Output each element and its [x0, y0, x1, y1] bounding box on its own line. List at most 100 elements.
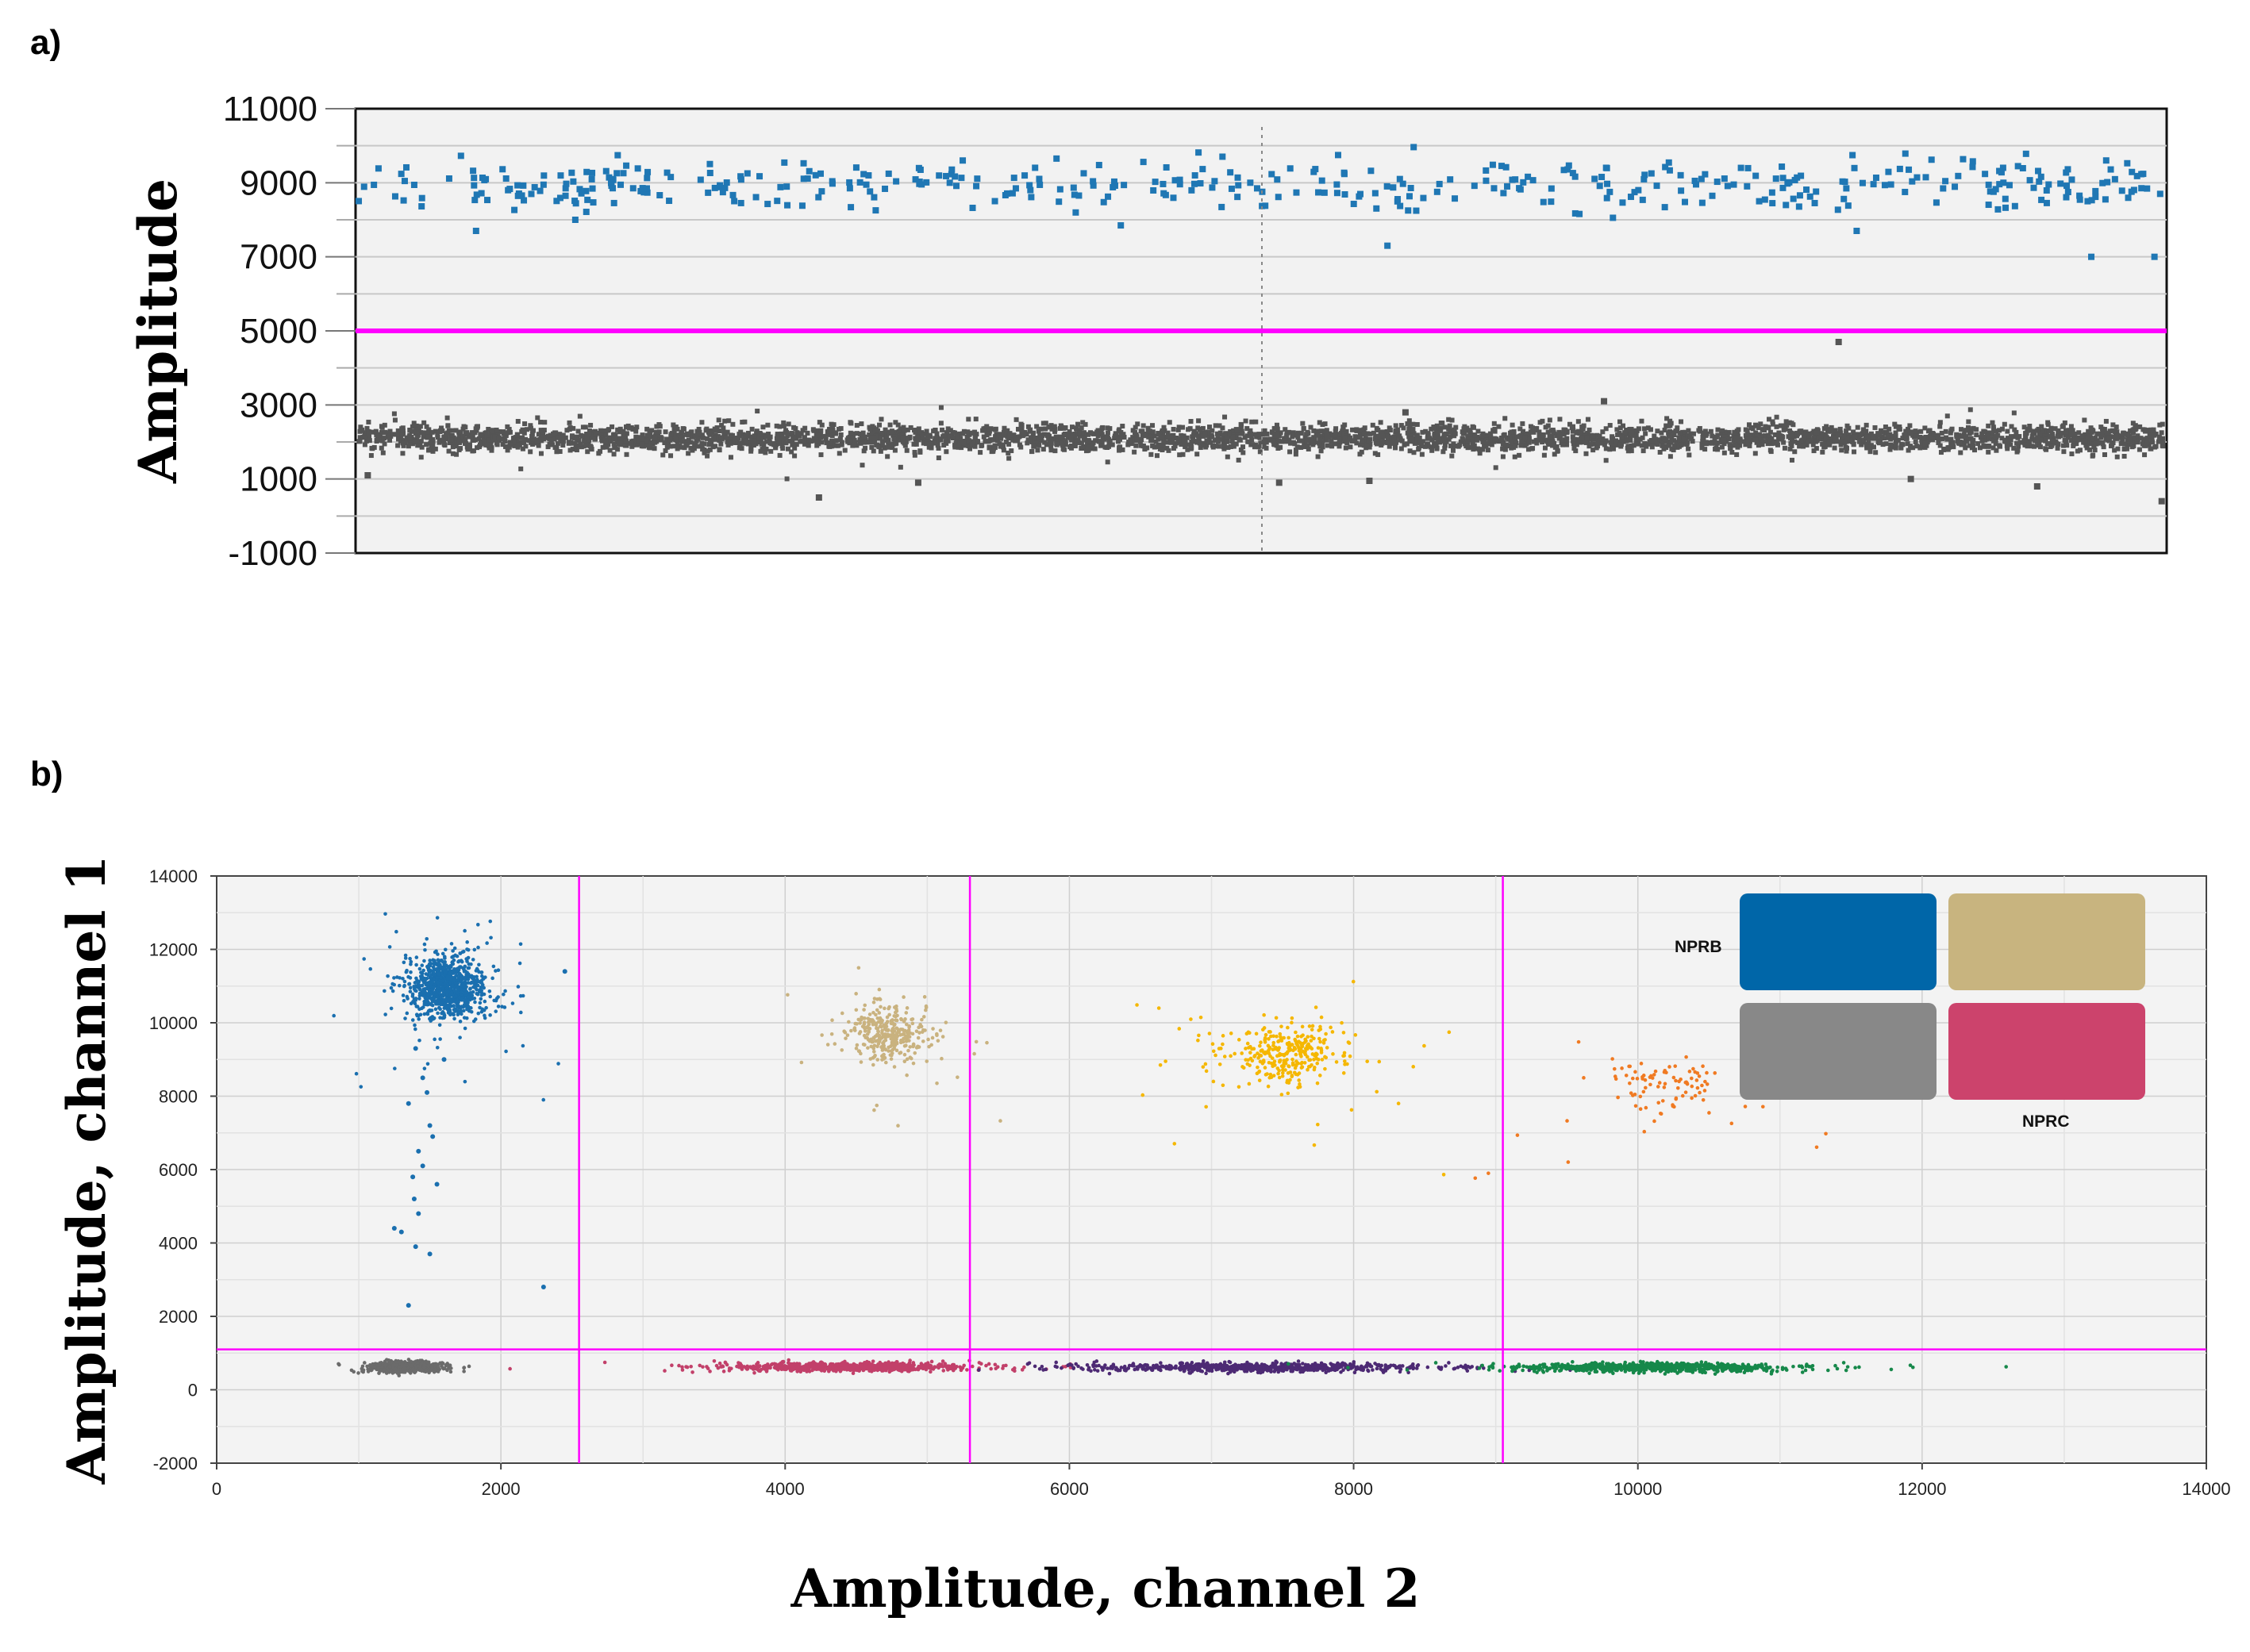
negative-droplet: [1343, 445, 1348, 451]
negative-droplet: [1752, 422, 1758, 428]
negative-droplet: [1117, 448, 1122, 453]
negative-droplet: [1821, 436, 1827, 442]
negative-droplet: [1888, 436, 1894, 442]
negative-droplet: [418, 455, 424, 460]
negative-droplet: [792, 453, 798, 459]
negative-droplet: [1744, 428, 1750, 434]
negative-droplet: [1308, 425, 1313, 430]
negative-droplet: [2102, 431, 2108, 436]
positive-droplet: [607, 179, 614, 186]
negative-droplet: [2125, 442, 2131, 448]
negative-droplet: [1816, 434, 1821, 440]
negative-droplet: [1169, 439, 1175, 444]
positive-droplet: [846, 179, 853, 186]
negative-droplet: [1838, 430, 1844, 436]
negative-droplet: [1262, 428, 1267, 433]
negative-droplet: [827, 444, 833, 449]
negative-droplet: [1736, 427, 1741, 432]
positive-droplet: [958, 175, 965, 182]
negative-droplet: [1665, 439, 1671, 444]
positive-droplet: [562, 192, 569, 199]
negative-droplet: [1140, 432, 1145, 438]
negative-droplet: [1564, 428, 1570, 434]
negative-droplet: [730, 421, 736, 427]
positive-droplet: [1843, 185, 1850, 192]
positive-droplet: [1190, 180, 1198, 187]
positive-droplet: [1896, 165, 1903, 172]
y-tick-label: 11000: [223, 90, 317, 129]
positive-droplet: [1724, 182, 1731, 190]
negative-droplet: [488, 438, 494, 444]
negative-droplet: [949, 432, 955, 438]
negative-droplet: [1893, 424, 1898, 429]
negative-droplet: [1068, 445, 1074, 451]
positive-droplet: [991, 198, 998, 205]
negative-droplet: [1745, 437, 1751, 443]
negative-droplet: [815, 436, 821, 442]
positive-droplet: [1150, 186, 1157, 194]
negative-droplet: [515, 444, 521, 450]
negative-droplet: [1814, 430, 1820, 436]
positive-droplet: [471, 175, 478, 182]
positive-droplet: [398, 171, 405, 178]
positive-droplet: [1666, 167, 1673, 174]
negative-droplet: [2072, 436, 2078, 442]
positive-droplet: [697, 176, 704, 183]
negative-droplet: [1317, 420, 1322, 425]
outlier-droplet: [914, 479, 921, 486]
negative-droplet: [529, 433, 535, 439]
negative-droplet: [1145, 425, 1151, 431]
negative-droplet: [705, 448, 710, 454]
positive-droplet: [1170, 194, 1177, 202]
negative-droplet: [1543, 425, 1548, 430]
negative-droplet: [1165, 430, 1171, 436]
negative-droplet: [1099, 443, 1105, 448]
positive-droplet: [1188, 186, 1195, 194]
negative-droplet: [2005, 436, 2010, 441]
negative-droplet: [1258, 440, 1263, 446]
negative-droplet: [967, 446, 972, 451]
negative-droplet: [1329, 444, 1335, 449]
negative-droplet: [1423, 428, 1429, 434]
negative-droplet: [428, 440, 433, 446]
negative-droplet: [654, 424, 660, 429]
negative-droplet: [1414, 432, 1420, 438]
negative-droplet: [418, 430, 424, 436]
negative-droplet: [1860, 427, 1866, 432]
negative-droplet: [1832, 445, 1837, 451]
positive-droplet: [1390, 184, 1397, 191]
negative-droplet: [1110, 442, 1115, 448]
negative-droplet: [1990, 425, 1996, 430]
negative-droplet: [1664, 416, 1670, 421]
negative-droplet: [362, 430, 367, 436]
negative-droplet: [606, 435, 612, 440]
negative-droplet: [1451, 441, 1456, 447]
negative-droplet: [1196, 436, 1202, 441]
negative-droplet: [617, 428, 623, 433]
negative-droplet: [848, 420, 853, 425]
negative-droplet: [1813, 446, 1819, 451]
negative-droplet: [1452, 427, 1457, 432]
negative-droplet: [1970, 444, 1975, 449]
negative-droplet: [1890, 433, 1896, 439]
negative-droplet: [2113, 433, 2119, 439]
negative-droplet: [446, 428, 452, 433]
negative-droplet: [945, 426, 951, 432]
droplet: [459, 980, 463, 984]
negative-droplet: [1243, 418, 1248, 424]
negative-droplet: [1105, 430, 1110, 436]
negative-droplet: [1913, 428, 1918, 434]
negative-droplet: [435, 432, 440, 438]
positive-droplet: [403, 163, 410, 171]
negative-droplet: [1550, 443, 1556, 448]
negative-droplet: [871, 448, 876, 454]
positive-droplet: [1996, 181, 2003, 188]
negative-droplet: [1168, 433, 1174, 439]
positive-droplet: [1985, 181, 1992, 188]
droplet: [504, 1049, 508, 1054]
negative-droplet: [1571, 441, 1576, 447]
negative-droplet: [1120, 447, 1125, 452]
negative-droplet: [2061, 449, 2067, 455]
negative-droplet: [1488, 434, 1494, 440]
negative-droplet: [1994, 448, 1999, 453]
